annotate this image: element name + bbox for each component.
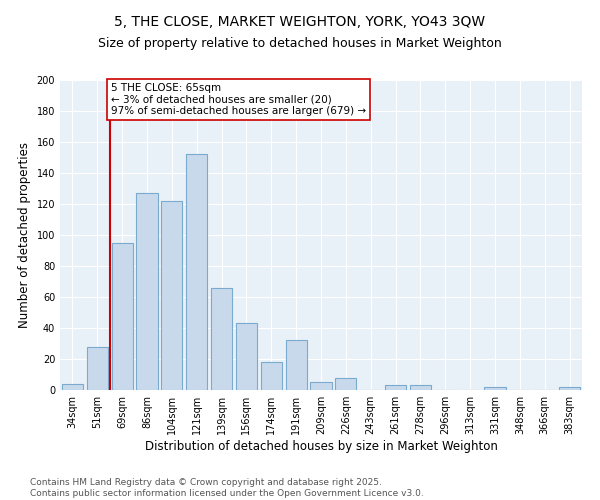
Bar (410, 386, 431, 390)
Bar (236, 324, 257, 390)
X-axis label: Distribution of detached houses by size in Market Weighton: Distribution of detached houses by size … (145, 440, 497, 453)
Bar (87, 346, 108, 390)
Bar (484, 387, 506, 390)
Bar (211, 288, 232, 390)
Bar (136, 193, 158, 390)
Text: Size of property relative to detached houses in Market Weighton: Size of property relative to detached ho… (98, 38, 502, 51)
Bar (186, 154, 207, 390)
Bar (161, 201, 182, 390)
Text: 5, THE CLOSE, MARKET WEIGHTON, YORK, YO43 3QW: 5, THE CLOSE, MARKET WEIGHTON, YORK, YO4… (115, 15, 485, 29)
Bar (62, 384, 83, 390)
Bar (385, 386, 406, 390)
Bar (261, 362, 282, 390)
Bar (335, 378, 356, 390)
Text: Contains HM Land Registry data © Crown copyright and database right 2025.
Contai: Contains HM Land Registry data © Crown c… (30, 478, 424, 498)
Bar (112, 243, 133, 390)
Bar (310, 382, 332, 390)
Text: 5 THE CLOSE: 65sqm
← 3% of detached houses are smaller (20)
97% of semi-detached: 5 THE CLOSE: 65sqm ← 3% of detached hous… (111, 83, 366, 116)
Bar (286, 340, 307, 390)
Bar (559, 387, 580, 390)
Y-axis label: Number of detached properties: Number of detached properties (18, 142, 31, 328)
